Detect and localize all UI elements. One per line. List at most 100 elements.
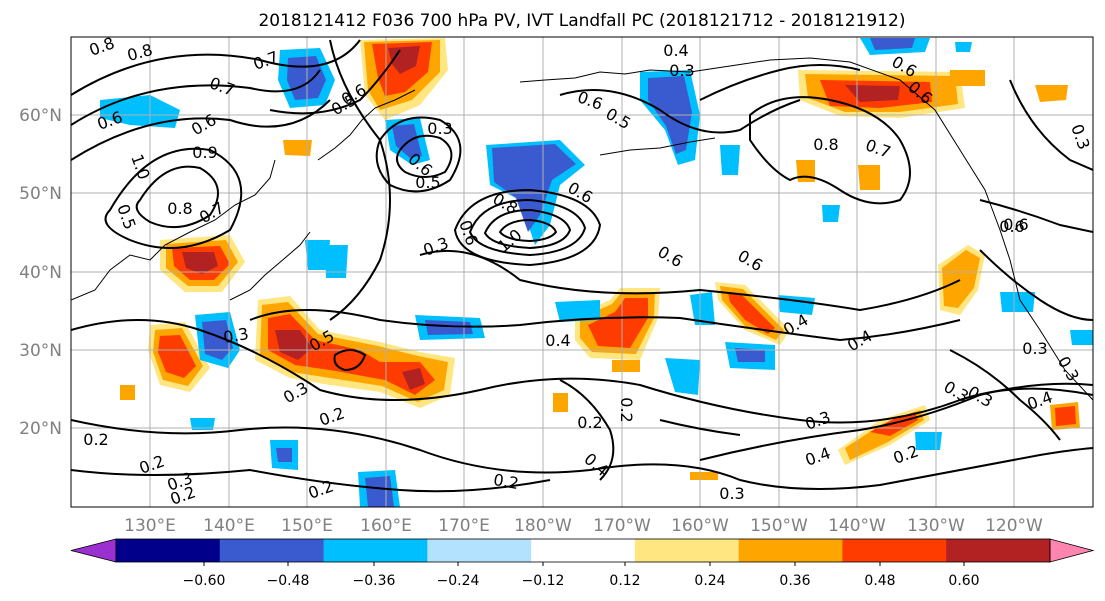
contour-line bbox=[71, 39, 361, 96]
latitude-label: 30°N bbox=[19, 341, 62, 361]
shade-negative bbox=[915, 432, 942, 450]
longitude-label: 120°W bbox=[985, 516, 1043, 536]
shade-negative bbox=[492, 144, 576, 232]
shade-positive bbox=[158, 335, 196, 378]
contour-line bbox=[979, 249, 1093, 321]
contour-line bbox=[104, 147, 243, 249]
contour-line bbox=[333, 349, 367, 372]
longitude-label: 150°W bbox=[750, 516, 808, 536]
latitude-label: 40°N bbox=[19, 263, 62, 283]
contour-label: 0.3 bbox=[669, 61, 694, 80]
colorbar: −0.60 −0.48 −0.36 −0.24 −0.12 0.12 0.24 0.36 0.4… bbox=[70, 538, 1095, 589]
contour-label: 0.3 bbox=[719, 484, 744, 503]
longitude-label: 130°E bbox=[124, 516, 176, 536]
contour-line bbox=[699, 64, 861, 101]
coastlines bbox=[71, 57, 1093, 401]
coast-kamchatka bbox=[317, 89, 416, 161]
latitude-label: 20°N bbox=[19, 419, 62, 439]
contour-line bbox=[559, 379, 615, 481]
contour-label: 0.8 bbox=[167, 199, 192, 218]
longitude-labels: 130°E 140°E 150°E 160°E 170°E 180°W 170°W 160°W… bbox=[124, 516, 1043, 536]
contour-line bbox=[375, 116, 462, 193]
shade-positive bbox=[942, 250, 980, 308]
contour-line bbox=[419, 249, 961, 312]
contour-line bbox=[71, 319, 1093, 424]
colorbar-bin bbox=[323, 539, 428, 562]
longitude-label: 150°E bbox=[281, 516, 333, 536]
contour-label: 0.3 bbox=[1022, 339, 1047, 358]
shade-positive bbox=[796, 160, 815, 182]
shade-positive bbox=[612, 360, 640, 372]
contour-line bbox=[559, 89, 801, 134]
shade-negative bbox=[1000, 292, 1035, 312]
contour-line bbox=[453, 188, 602, 267]
shade-positive bbox=[690, 472, 718, 480]
contour-label: 0.4 bbox=[545, 331, 570, 350]
shade-negative bbox=[425, 320, 473, 335]
longitude-label: 180°W bbox=[514, 516, 572, 536]
colorbar-tick-label: 0.48 bbox=[864, 573, 895, 589]
coast-alaska bbox=[519, 57, 1093, 401]
contour-line bbox=[468, 198, 587, 257]
contour-label: 0.3 bbox=[222, 324, 250, 347]
contour-line bbox=[1009, 79, 1093, 171]
shade-positive bbox=[182, 252, 218, 274]
colorbar-extend-low bbox=[70, 538, 117, 563]
contour-line bbox=[659, 419, 741, 436]
longitude-label: 140°W bbox=[828, 516, 886, 536]
coast-aleutians bbox=[599, 137, 716, 156]
colorbar-tick-label: 0.12 bbox=[609, 573, 640, 589]
shade-positive bbox=[1055, 406, 1076, 426]
coast-japan bbox=[229, 231, 311, 301]
shade-negative bbox=[955, 42, 972, 52]
shade-negative bbox=[392, 124, 422, 158]
coast-asia bbox=[71, 159, 276, 301]
longitude-label: 170°E bbox=[438, 516, 490, 536]
contour-label: 0.8 bbox=[813, 135, 838, 154]
shade-positive bbox=[402, 368, 425, 390]
shade-negative bbox=[190, 418, 215, 430]
shade-positive bbox=[950, 70, 985, 86]
shade-positive bbox=[588, 298, 648, 348]
colorbar-bin bbox=[116, 539, 221, 562]
colorbar-bin bbox=[427, 539, 532, 562]
shade-positive bbox=[388, 46, 420, 74]
shade-positive bbox=[275, 330, 312, 360]
map-frame bbox=[70, 36, 1094, 508]
contour-line bbox=[329, 39, 391, 321]
shade-positive bbox=[1035, 85, 1068, 102]
shade-negative bbox=[870, 38, 915, 50]
colorbar-tick-label: −0.60 bbox=[183, 573, 226, 589]
shade-positive bbox=[283, 140, 312, 156]
shade-negative bbox=[822, 205, 840, 222]
shade-positive bbox=[268, 314, 435, 395]
colorbar-tick-label: 0.24 bbox=[694, 573, 725, 589]
contour-line bbox=[699, 382, 1093, 461]
longitude-label: 130°W bbox=[907, 516, 965, 536]
contour-line bbox=[949, 349, 1061, 441]
shade-negative bbox=[665, 358, 700, 395]
shade-negative bbox=[720, 145, 740, 175]
colorbar-tick-label: −0.24 bbox=[437, 573, 480, 589]
contour-label: 0.6 bbox=[1003, 215, 1028, 234]
latitude-label: 50°N bbox=[19, 184, 62, 204]
shade-negative bbox=[276, 448, 292, 462]
shade-negative bbox=[690, 292, 715, 325]
shade-negative bbox=[555, 300, 600, 322]
contour-label: 0.6 bbox=[999, 217, 1024, 236]
pv-contours bbox=[71, 39, 1093, 493]
colorbar-extend-high bbox=[1049, 538, 1095, 563]
shade-negative bbox=[100, 95, 180, 128]
colorbar-bin bbox=[531, 539, 636, 562]
shade-positive bbox=[858, 165, 880, 190]
contour-line bbox=[71, 99, 331, 161]
colorbar-bin bbox=[738, 539, 843, 562]
contour-line bbox=[135, 165, 219, 229]
shade-positive bbox=[553, 393, 568, 412]
longitude-label: 160°W bbox=[671, 516, 729, 536]
colorbar-bin bbox=[219, 539, 325, 562]
contour-line bbox=[498, 218, 558, 243]
contour-line bbox=[71, 419, 1093, 490]
contour-label: 0.9 bbox=[192, 143, 217, 162]
figure-title: 2018121412 F036 700 hPa PV, IVT Landfall… bbox=[258, 11, 905, 31]
